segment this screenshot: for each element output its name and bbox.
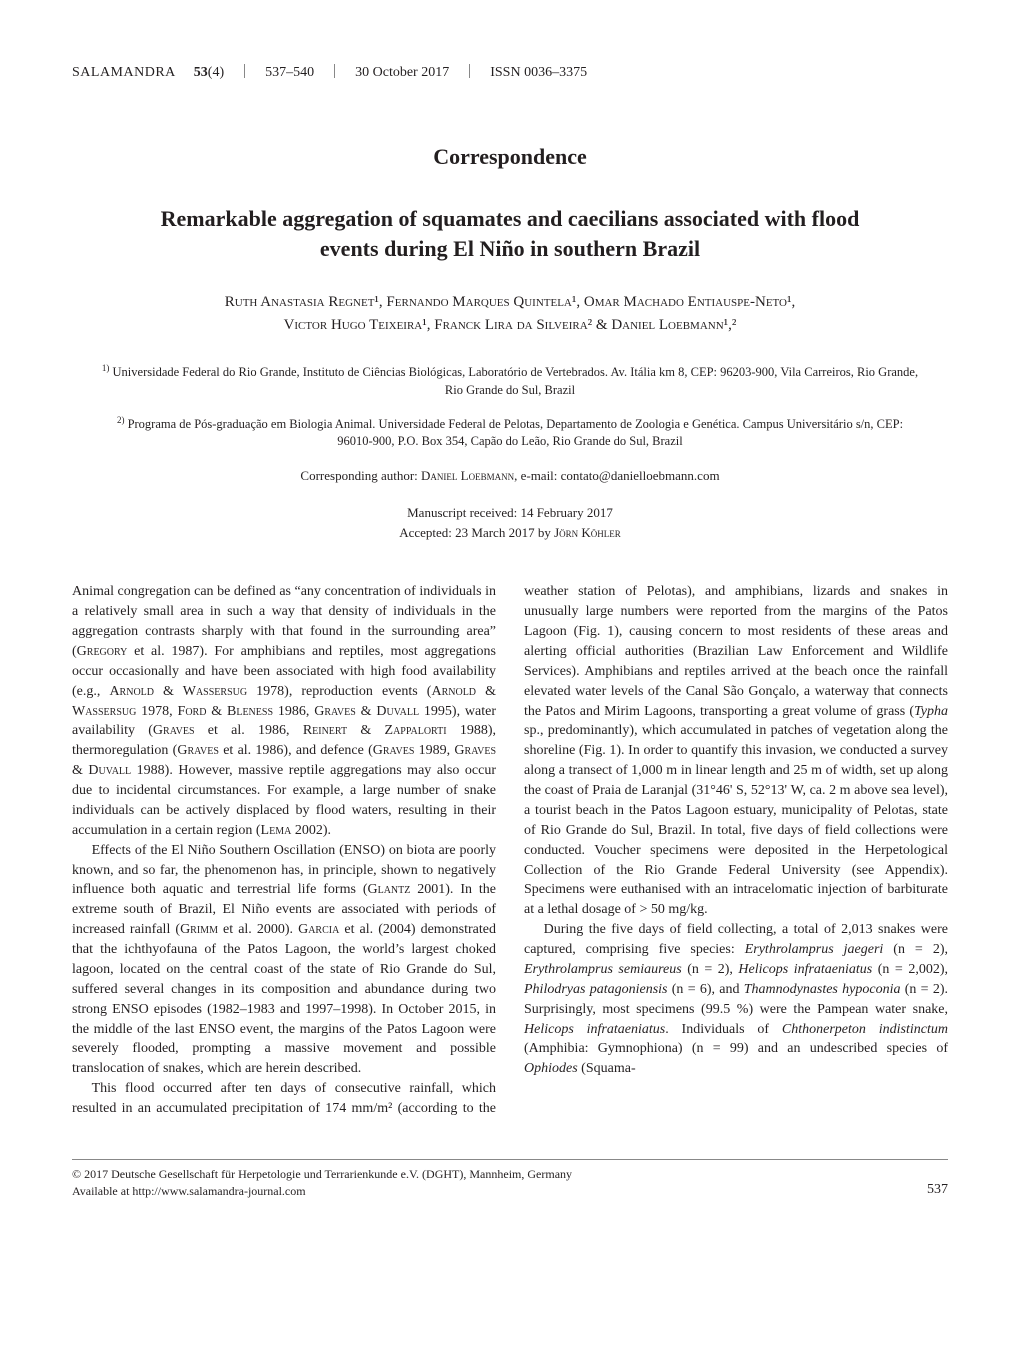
affiliation-1: 1) Universidade Federal do Rio Grande, I… xyxy=(100,362,920,399)
section-heading: Correspondence xyxy=(72,141,948,172)
affil-1-sup: 1) xyxy=(102,363,110,373)
manuscript-dates: Manuscript received: 14 February 2017 Ac… xyxy=(72,503,948,542)
affil-2-text: Programa de Pós-graduação em Biologia An… xyxy=(128,417,904,449)
copyright-line: © 2017 Deutsche Gesellschaft für Herpeto… xyxy=(72,1166,572,1183)
authors: Ruth Anastasia Regnet¹, Fernando Marques… xyxy=(72,291,948,336)
authors-line-1: Ruth Anastasia Regnet¹, Fernando Marques… xyxy=(72,291,948,314)
issn: ISSN 0036–3375 xyxy=(490,63,587,83)
separator xyxy=(469,64,470,78)
ms-accepted-editor: Jörn Köhler xyxy=(554,525,621,540)
publication-date: 30 October 2017 xyxy=(355,63,449,83)
availability-line: Available at http://www.salamandra-journ… xyxy=(72,1183,572,1200)
corresp-label: Corresponding author: xyxy=(300,468,421,483)
separator xyxy=(334,64,335,78)
corresponding-author: Corresponding author: Daniel Loebmann, e… xyxy=(72,467,948,485)
affiliation-2: 2) Programa de Pós-graduação em Biologia… xyxy=(100,414,920,451)
corresp-name: Daniel Loebmann xyxy=(421,468,514,483)
page-range: 537–540 xyxy=(265,63,314,83)
ms-accepted-prefix: Accepted: 23 March 2017 by xyxy=(399,525,554,540)
volume: 53 xyxy=(194,65,208,80)
authors-line-2: Victor Hugo Teixeira¹, Franck Lira da Si… xyxy=(72,314,948,337)
footer-left: © 2017 Deutsche Gesellschaft für Herpeto… xyxy=(72,1166,572,1200)
running-header: SALAMANDRA 53(4) 537–540 30 October 2017… xyxy=(72,62,948,83)
article-body: Animal congregation can be defined as “a… xyxy=(72,582,948,1119)
separator xyxy=(244,64,245,78)
journal-name: SALAMANDRA xyxy=(72,63,176,83)
affil-2-sup: 2) xyxy=(117,415,125,425)
page-footer: © 2017 Deutsche Gesellschaft für Herpeto… xyxy=(72,1159,948,1200)
affil-1-text: Universidade Federal do Rio Grande, Inst… xyxy=(113,366,919,398)
ms-received: Manuscript received: 14 February 2017 xyxy=(72,503,948,523)
article-title: Remarkable aggregation of squamates and … xyxy=(130,204,890,263)
page-number: 537 xyxy=(927,1180,948,1200)
issue: (4) xyxy=(208,65,224,80)
volume-issue: 53(4) xyxy=(194,63,224,83)
corresp-email: , e-mail: contato@danielloebmann.com xyxy=(514,468,719,483)
ms-accepted: Accepted: 23 March 2017 by Jörn Köhler xyxy=(72,523,948,543)
